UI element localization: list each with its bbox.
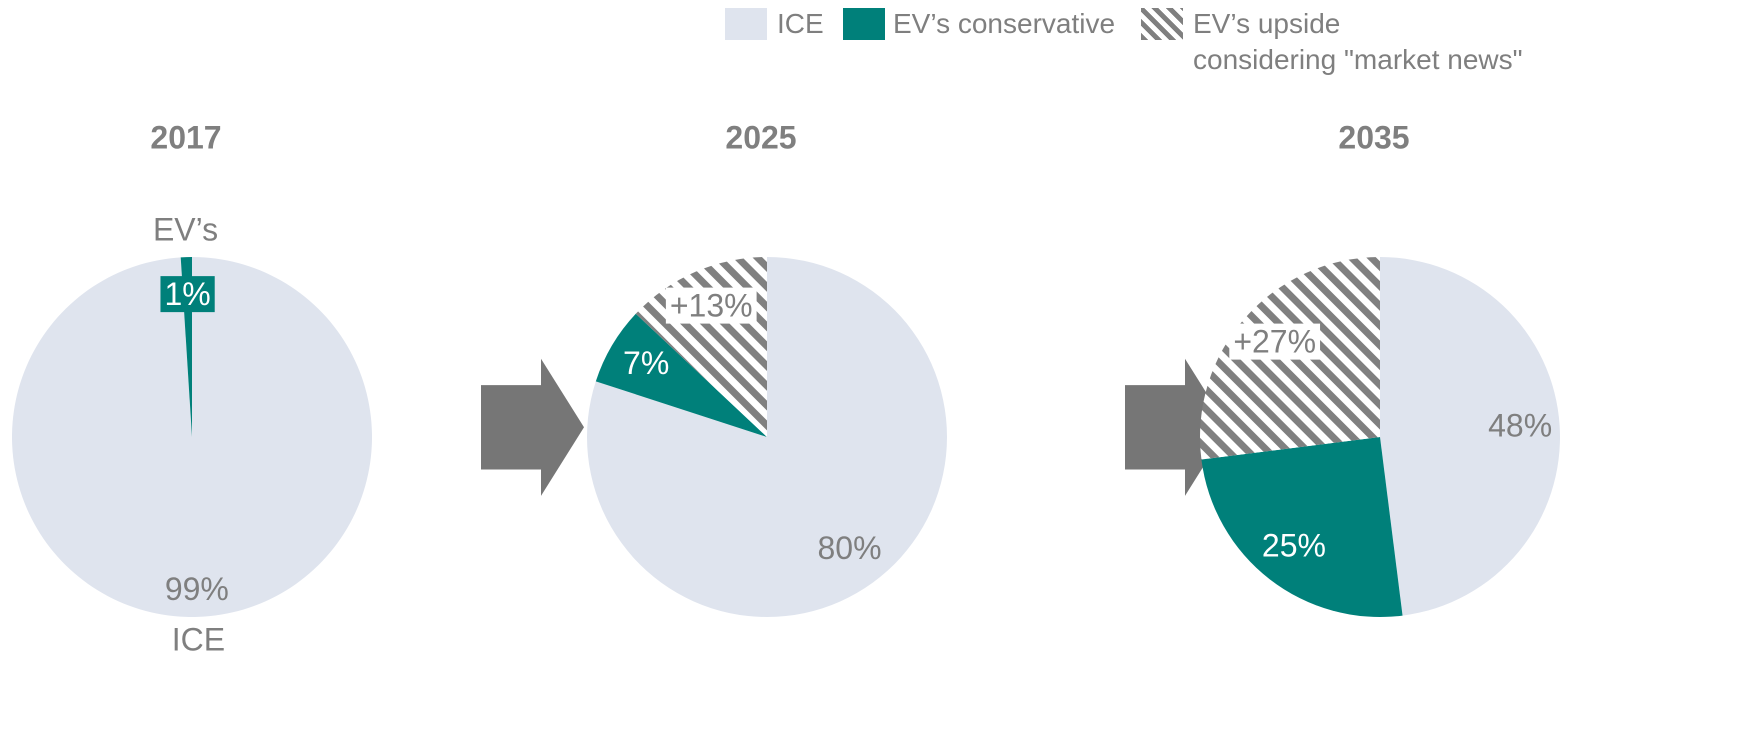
pie-slice	[1201, 437, 1403, 617]
label-bg	[665, 287, 757, 324]
value-label: 1%	[164, 276, 210, 312]
legend-swatch	[1141, 8, 1183, 40]
category-label: ICE	[172, 622, 225, 658]
value-label: 7%	[623, 345, 669, 381]
legend-swatch	[725, 8, 767, 40]
value-label: +13%	[670, 288, 753, 324]
pie-slice	[1380, 257, 1561, 616]
category-label: EV’s	[153, 211, 218, 247]
legend-swatch	[843, 8, 885, 40]
legend-label: EV’s upside considering "market news"	[1193, 8, 1523, 75]
value-label: +27%	[1233, 324, 1316, 360]
pie-slice	[595, 313, 767, 437]
pie-slice	[12, 257, 373, 617]
pie-title: 2017	[150, 119, 221, 155]
legend-label: EV’s conservative	[893, 8, 1116, 39]
pie-title: 2035	[1338, 119, 1409, 155]
legend-label: ICE	[777, 8, 824, 39]
pie-slice	[587, 257, 948, 617]
label-bg	[160, 276, 215, 313]
pie-title: 2025	[725, 119, 796, 155]
value-label: 48%	[1488, 408, 1552, 444]
value-label: 25%	[1262, 527, 1326, 563]
value-label: 80%	[818, 530, 882, 566]
label-bg	[1229, 323, 1321, 360]
arrow	[481, 358, 584, 496]
value-label: 99%	[165, 571, 229, 607]
